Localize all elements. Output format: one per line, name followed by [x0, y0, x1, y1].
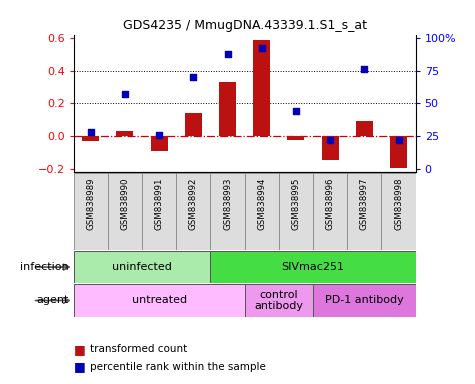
Bar	[74, 173, 108, 250]
Text: infection: infection	[20, 262, 69, 272]
Bar	[313, 284, 416, 317]
Text: GSM838998: GSM838998	[394, 177, 403, 230]
Bar	[151, 136, 168, 151]
Bar	[74, 284, 245, 317]
Point	[258, 45, 266, 51]
Bar	[219, 82, 236, 136]
Bar	[108, 173, 142, 250]
Bar	[347, 173, 381, 250]
Text: GSM838990: GSM838990	[121, 177, 129, 230]
Bar	[82, 136, 99, 141]
Bar	[142, 173, 176, 250]
Text: GSM838993: GSM838993	[223, 177, 232, 230]
Text: percentile rank within the sample: percentile rank within the sample	[90, 362, 266, 372]
Point	[121, 91, 129, 98]
Text: GSM838994: GSM838994	[257, 177, 266, 230]
Point	[155, 132, 163, 138]
Bar	[381, 173, 416, 250]
Bar	[245, 284, 313, 317]
Bar	[116, 131, 133, 136]
Text: GSM838995: GSM838995	[292, 177, 300, 230]
Bar	[185, 113, 202, 136]
Text: GSM838997: GSM838997	[360, 177, 369, 230]
Bar	[279, 173, 313, 250]
Bar	[210, 173, 245, 250]
Bar	[210, 251, 416, 283]
Text: ■: ■	[74, 360, 86, 373]
Text: uninfected: uninfected	[112, 262, 172, 272]
Text: GSM838989: GSM838989	[86, 177, 95, 230]
Text: PD-1 antibody: PD-1 antibody	[325, 295, 404, 306]
Bar	[390, 136, 407, 168]
Title: GDS4235 / MmugDNA.43339.1.S1_s_at: GDS4235 / MmugDNA.43339.1.S1_s_at	[123, 19, 367, 32]
Point	[292, 108, 300, 114]
Bar	[253, 40, 270, 136]
Point	[87, 129, 95, 136]
Bar	[176, 173, 210, 250]
Bar	[74, 251, 210, 283]
Point	[224, 51, 231, 57]
Bar	[287, 136, 304, 141]
Text: agent: agent	[37, 295, 69, 306]
Bar	[356, 121, 373, 136]
Text: transformed count: transformed count	[90, 344, 188, 354]
Bar	[322, 136, 339, 160]
Bar	[245, 173, 279, 250]
Text: GSM838991: GSM838991	[155, 177, 163, 230]
Text: GSM838996: GSM838996	[326, 177, 334, 230]
Text: GSM838992: GSM838992	[189, 177, 198, 230]
Text: control
antibody: control antibody	[254, 290, 304, 311]
Point	[326, 137, 334, 143]
Text: untreated: untreated	[132, 295, 187, 306]
Point	[395, 137, 402, 143]
Point	[361, 66, 368, 73]
Bar	[313, 173, 347, 250]
Text: ■: ■	[74, 343, 86, 356]
Text: SIVmac251: SIVmac251	[282, 262, 344, 272]
Point	[190, 74, 197, 80]
